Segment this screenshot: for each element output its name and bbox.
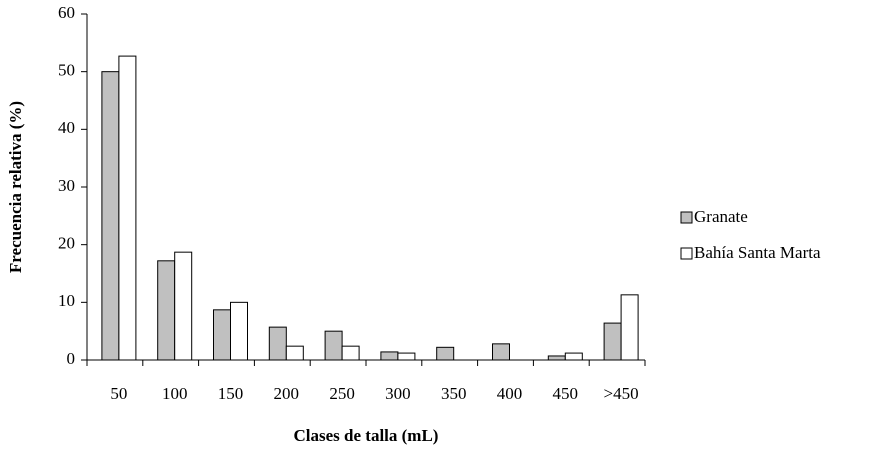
bar: [157, 260, 176, 361]
y-tick-label: 0: [67, 349, 76, 368]
bar: [547, 355, 566, 361]
x-tick-label: 450: [553, 384, 579, 403]
bar: [341, 345, 360, 361]
legend-label: Granate: [694, 207, 748, 226]
x-tick-label: 200: [274, 384, 300, 403]
x-axis-title: Clases de talla (mL): [294, 426, 439, 445]
bar: [101, 71, 120, 361]
bar: [174, 251, 193, 361]
y-tick-label: 50: [58, 61, 75, 80]
y-axis-title: Frecuencia relativa (%): [6, 101, 25, 273]
bar: [118, 55, 137, 361]
x-tick-label: >450: [604, 384, 639, 403]
bar: [492, 343, 510, 361]
legend-label: Bahía Santa Marta: [694, 243, 821, 262]
bar: [564, 352, 583, 361]
bar: [620, 294, 639, 361]
legend-swatch: [680, 211, 693, 224]
y-tick-label: 40: [58, 118, 75, 137]
bar: [397, 352, 416, 361]
x-tick-label: 300: [385, 384, 411, 403]
x-tick-label: 350: [441, 384, 467, 403]
bar: [324, 330, 343, 361]
bar: [436, 346, 455, 361]
bar: [268, 326, 287, 361]
bar: [285, 345, 304, 361]
y-tick-label: 20: [58, 234, 75, 253]
y-tick-label: 30: [58, 176, 75, 195]
bar: [380, 351, 399, 361]
x-tick-label: 100: [162, 384, 188, 403]
x-tick-label: 150: [218, 384, 244, 403]
y-tick-label: 60: [58, 3, 75, 22]
x-tick-label: 400: [497, 384, 523, 403]
legend-swatch: [680, 247, 693, 260]
y-tick-label: 10: [58, 291, 75, 310]
x-tick-label: 250: [329, 384, 355, 403]
bar: [603, 322, 622, 361]
x-tick-label: 50: [110, 384, 127, 403]
bar: [213, 309, 231, 361]
bar: [230, 301, 248, 361]
